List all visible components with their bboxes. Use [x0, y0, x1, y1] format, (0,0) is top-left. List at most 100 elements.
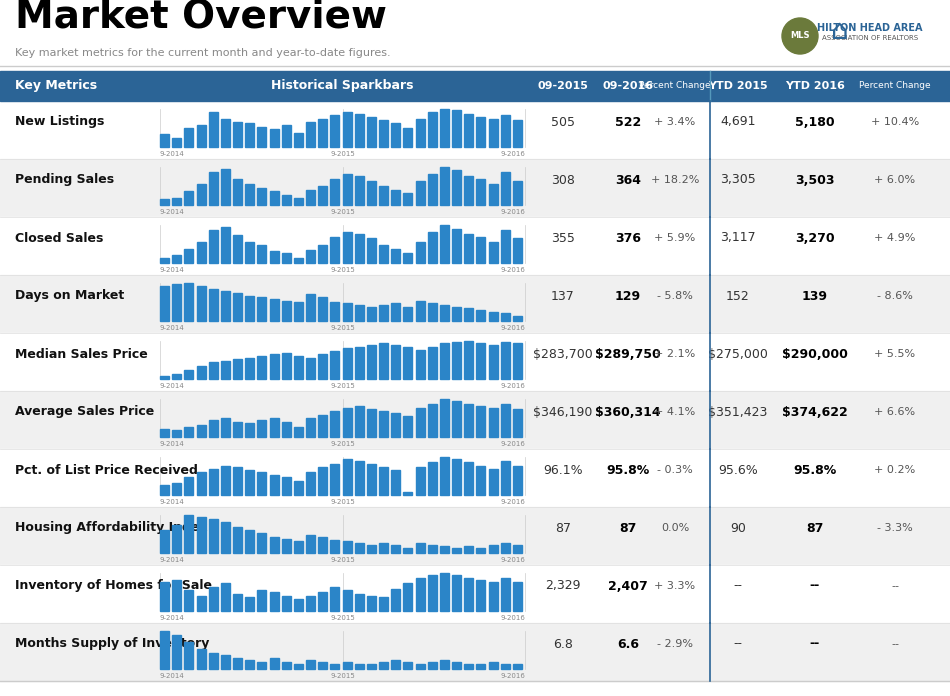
Bar [281, 477, 291, 495]
Bar [0, 333, 950, 391]
Bar [160, 376, 169, 379]
Bar [257, 662, 266, 669]
Bar [294, 133, 303, 147]
Text: 4,691: 4,691 [720, 116, 756, 129]
Text: 522: 522 [615, 116, 641, 129]
Bar [220, 466, 230, 495]
Bar [281, 662, 291, 669]
Text: 0.0%: 0.0% [661, 523, 689, 533]
Bar [367, 181, 376, 205]
Bar [379, 305, 389, 321]
Text: --: -- [733, 638, 743, 651]
Bar [415, 665, 425, 669]
Text: Days on Market: Days on Market [15, 290, 124, 303]
Text: 129: 129 [615, 290, 641, 303]
Bar [197, 517, 205, 553]
Bar [465, 234, 473, 263]
Bar [367, 464, 376, 495]
Bar [415, 408, 425, 437]
Bar [343, 408, 352, 437]
Bar [331, 411, 339, 437]
Bar [318, 186, 328, 205]
Text: + 0.2%: + 0.2% [874, 465, 916, 475]
Bar [440, 109, 449, 147]
Bar [354, 663, 364, 669]
Bar [197, 184, 205, 205]
Bar [220, 291, 230, 321]
Bar [415, 578, 425, 611]
Text: 96.1%: 96.1% [543, 464, 582, 477]
Bar [379, 468, 389, 495]
Bar [197, 596, 205, 611]
Text: 9-2015: 9-2015 [331, 615, 355, 621]
Bar [379, 662, 389, 669]
Bar [440, 573, 449, 611]
Bar [209, 290, 218, 321]
Text: 376: 376 [615, 232, 641, 244]
Bar [343, 303, 352, 321]
Text: 9-2015: 9-2015 [331, 499, 355, 505]
Bar [415, 118, 425, 147]
Bar [354, 594, 364, 611]
Bar [220, 583, 230, 611]
Bar [245, 470, 255, 495]
Text: 2,329: 2,329 [545, 580, 580, 592]
Bar [0, 623, 950, 681]
Text: $275,000: $275,000 [708, 347, 768, 361]
Bar [0, 101, 950, 159]
Bar [245, 597, 255, 611]
Text: $346,190: $346,190 [533, 406, 593, 418]
Bar [415, 242, 425, 263]
Bar [379, 245, 389, 263]
Bar [184, 590, 194, 611]
Bar [294, 480, 303, 495]
Bar [257, 188, 266, 205]
Text: Market Overview: Market Overview [15, 0, 387, 36]
Bar [501, 342, 510, 379]
Text: 9-2014: 9-2014 [160, 325, 184, 331]
Text: 9-2015: 9-2015 [331, 441, 355, 447]
Bar [245, 660, 255, 669]
Text: 9-2014: 9-2014 [160, 441, 184, 447]
Text: 137: 137 [551, 290, 575, 303]
Text: ⌂: ⌂ [831, 17, 848, 45]
Text: Pct. of List Price Received: Pct. of List Price Received [15, 464, 198, 477]
Bar [318, 662, 328, 669]
Bar [367, 665, 376, 669]
Bar [391, 190, 400, 205]
Bar [197, 425, 205, 437]
Text: Inventory of Homes for Sale: Inventory of Homes for Sale [15, 580, 212, 592]
Bar [270, 475, 278, 495]
Bar [233, 235, 242, 263]
Text: 9-2016: 9-2016 [500, 673, 525, 679]
Bar [404, 253, 412, 263]
Text: $289,750: $289,750 [595, 347, 661, 361]
Bar [452, 575, 461, 611]
Bar [452, 662, 461, 669]
Bar [220, 169, 230, 205]
Bar [488, 242, 498, 263]
Text: 9-2015: 9-2015 [331, 325, 355, 331]
Text: Key market metrics for the current month and year-to-date figures.: Key market metrics for the current month… [15, 48, 390, 58]
Bar [294, 427, 303, 437]
Bar [488, 408, 498, 437]
Text: 9-2014: 9-2014 [160, 151, 184, 157]
Bar [318, 415, 328, 437]
Bar [501, 578, 510, 611]
Bar [270, 191, 278, 205]
Bar [501, 461, 510, 495]
Text: 87: 87 [807, 521, 824, 535]
Bar [465, 308, 473, 321]
Text: 505: 505 [551, 116, 575, 129]
Bar [294, 258, 303, 263]
Bar [209, 469, 218, 495]
Text: 9-2016: 9-2016 [500, 441, 525, 447]
Bar [306, 122, 315, 147]
Bar [318, 245, 328, 263]
Text: 355: 355 [551, 232, 575, 244]
Bar [465, 114, 473, 147]
Bar [281, 125, 291, 147]
Text: + 4.1%: + 4.1% [655, 407, 695, 417]
Bar [379, 597, 389, 611]
Bar [160, 200, 169, 205]
